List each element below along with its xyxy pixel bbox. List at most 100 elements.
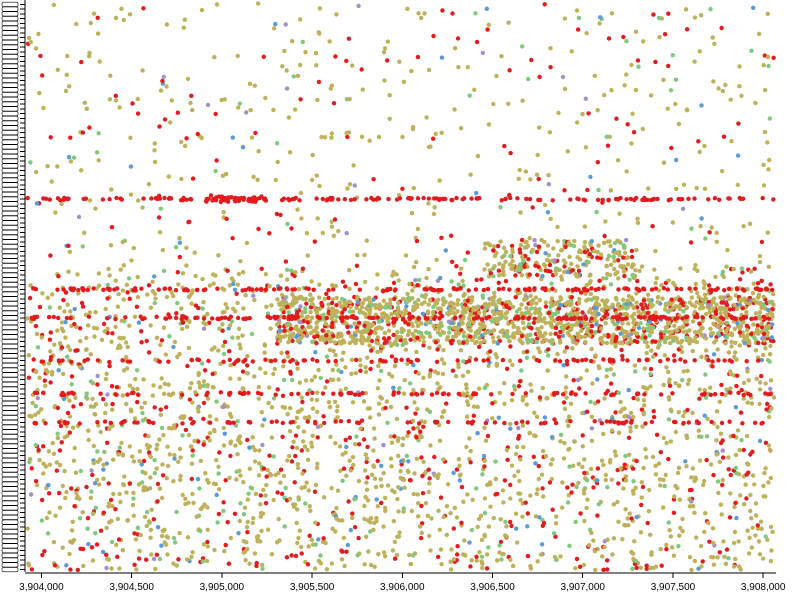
data-point	[663, 325, 668, 330]
data-point	[236, 271, 242, 277]
data-point	[639, 502, 644, 508]
data-point	[412, 400, 417, 405]
data-point	[183, 501, 188, 507]
data-point	[750, 291, 756, 296]
data-point	[737, 447, 742, 453]
data-point	[736, 121, 741, 126]
data-point	[613, 453, 618, 458]
data-point	[531, 320, 537, 325]
data-point	[382, 554, 388, 559]
data-point	[416, 11, 421, 16]
data-point	[403, 253, 409, 258]
data-point	[749, 516, 754, 521]
data-point	[152, 405, 157, 410]
data-point	[712, 41, 717, 46]
data-point	[518, 210, 523, 215]
data-point	[290, 303, 295, 308]
data-point	[177, 236, 182, 241]
data-point	[159, 425, 165, 431]
data-point	[537, 74, 542, 80]
data-point	[281, 377, 287, 383]
data-point	[542, 415, 548, 420]
data-point	[600, 340, 605, 345]
data-point	[340, 279, 346, 284]
data-point	[480, 50, 485, 56]
y-tick-label	[1, 429, 19, 435]
data-point	[88, 379, 94, 384]
data-point	[524, 402, 529, 407]
data-point	[552, 258, 557, 263]
data-point	[531, 454, 536, 459]
data-point	[605, 257, 610, 262]
data-point	[329, 561, 335, 566]
data-point	[450, 310, 456, 315]
data-point	[101, 321, 107, 327]
data-point	[28, 492, 34, 497]
data-point	[553, 268, 558, 273]
data-point	[534, 339, 539, 345]
data-point	[174, 311, 179, 316]
data-point	[415, 425, 421, 430]
data-point	[724, 320, 730, 326]
data-point	[159, 376, 164, 381]
data-point	[68, 347, 73, 353]
data-point	[639, 407, 645, 412]
data-point	[287, 336, 292, 341]
y-tick-label	[1, 39, 19, 45]
data-point	[431, 323, 436, 329]
data-point	[105, 556, 110, 562]
data-point	[67, 249, 73, 254]
data-point	[58, 423, 64, 429]
data-point	[437, 527, 442, 532]
data-point	[479, 333, 484, 338]
data-point	[569, 49, 574, 54]
data-point	[499, 557, 504, 562]
data-point	[498, 205, 503, 210]
data-point	[537, 515, 542, 520]
data-point	[538, 552, 544, 557]
y-tick-label	[1, 296, 19, 302]
data-point	[322, 296, 327, 302]
data-point	[173, 540, 178, 545]
data-point	[139, 405, 144, 410]
data-point	[510, 249, 515, 255]
data-point	[334, 12, 339, 17]
data-point	[135, 96, 140, 102]
data-point	[55, 328, 60, 333]
data-point	[341, 466, 347, 471]
data-point	[721, 274, 726, 280]
data-point	[222, 97, 227, 102]
data-point	[631, 395, 636, 401]
data-point	[366, 549, 371, 554]
y-tick-label	[1, 543, 19, 549]
data-point	[625, 341, 630, 346]
data-point	[34, 331, 40, 337]
data-point	[522, 264, 527, 269]
data-point	[684, 108, 690, 113]
data-point	[767, 116, 772, 121]
data-point	[77, 365, 83, 370]
data-point	[658, 450, 663, 455]
data-point	[654, 276, 659, 281]
data-point	[271, 26, 277, 31]
y-tick-label	[1, 348, 19, 354]
data-point	[26, 353, 31, 358]
data-point	[25, 316, 30, 321]
data-point	[465, 65, 470, 70]
data-point	[166, 382, 171, 387]
data-point	[655, 299, 660, 305]
data-point	[142, 400, 147, 405]
data-point	[714, 438, 719, 443]
data-point	[439, 414, 445, 420]
data-point	[622, 83, 627, 88]
data-point	[355, 300, 361, 305]
data-point	[534, 491, 539, 497]
data-point	[34, 201, 40, 206]
data-point	[172, 452, 177, 458]
data-point	[765, 537, 770, 542]
data-point	[760, 352, 766, 358]
data-point	[465, 250, 470, 255]
data-point	[321, 536, 326, 541]
data-point	[724, 264, 729, 269]
data-point	[245, 519, 250, 525]
